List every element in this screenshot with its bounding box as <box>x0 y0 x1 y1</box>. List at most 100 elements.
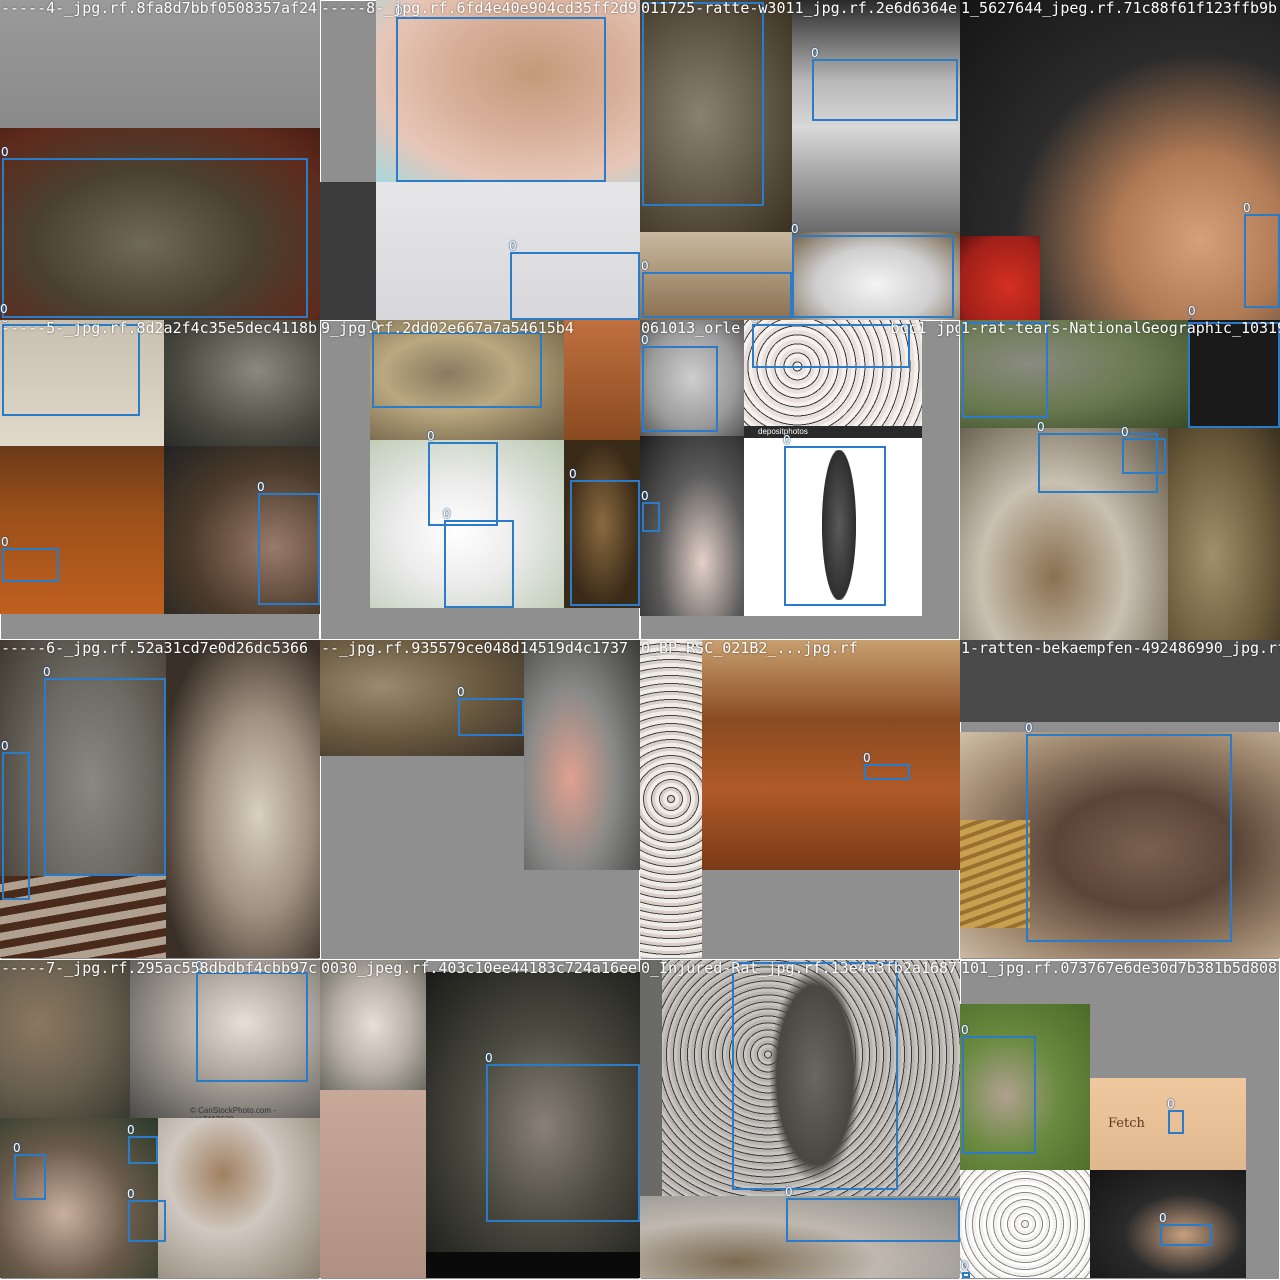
sand-photo <box>640 232 792 320</box>
bounding-box: 0 <box>641 0 764 206</box>
watermark-text: depositphotos <box>758 427 808 436</box>
tile-title: -----5-_jpg.rf.8d2a2f4c35e5dec4118b <box>1 320 318 337</box>
mouse-on-hand-photo <box>376 0 640 182</box>
bounding-box: 0 <box>371 320 542 408</box>
mosaic-tile: 0 0 1_5627644_jpeg.rf.71c88f61f123ffb9b <box>960 0 1280 320</box>
bounding-box: 0 <box>785 1186 960 1242</box>
bounding-box: 0 <box>0 302 8 318</box>
food-bowl-photo <box>0 960 130 1118</box>
tile-title: 1-rat-tears-NationalGeographic_10319 <box>961 320 1280 337</box>
bounding-box: 0 <box>1025 722 1232 942</box>
bounding-box: 0 <box>961 320 1048 418</box>
tile-title: 0_Injured-Rat_jpg.rf.13e4a3fb2a168770 <box>641 960 960 977</box>
mosaic-tile: 0 0 0 0 9_jpg.rf.2dd02e667a7a54615b4 <box>320 320 640 640</box>
tile-title: 1-ratten-bekaempfen-492486990_jpg.rf <box>961 640 1280 657</box>
mosaic-tile: 0 0 0_Injured-Rat_jpg.rf.13e4a3fb2a16877… <box>640 960 960 1280</box>
mosaic-tile: 0 0 0 0 1-rat-tears-NationalGeographic_1… <box>960 320 1280 640</box>
skin-photo <box>320 1090 426 1278</box>
bounding-box: 0 <box>641 334 718 432</box>
tile-title: -----7-_jpg.rf.295ac558dbdbf4cbb97c <box>1 960 318 977</box>
dark-photo <box>1188 320 1280 428</box>
wooden-box-photo <box>0 446 164 614</box>
speckled-mouse-photo <box>744 320 922 436</box>
bounding-box: 0 <box>791 223 954 318</box>
rat-figure <box>770 970 860 1180</box>
bounding-box: 0 <box>751 320 910 368</box>
bounding-box: 0 <box>485 1052 640 1222</box>
bounding-box: 0 <box>641 490 660 532</box>
tile-title: 9_jpg.rf.2dd02e667a7a54615b4 <box>321 320 574 337</box>
mosaic-tile: 0 0_BP_RSC_021B2_...jpg.rf <box>640 640 960 960</box>
bounding-box: 0 <box>1 146 308 318</box>
bounding-box: 0 <box>961 1260 970 1278</box>
bounding-box: 0 <box>509 240 640 320</box>
food-bowl-photo <box>640 1196 960 1278</box>
mouse-photo <box>426 972 640 1252</box>
bounding-box: 0 <box>1 740 30 900</box>
mosaic-tile: 0 1-ratten-bekaempfen-492486990_jpg.rf <box>960 640 1280 960</box>
black-bar <box>426 1252 640 1278</box>
grass-photo <box>960 320 1188 428</box>
mosaic-tile: 0 0030_jpeg.rf.403c10ee44183c724a16ee <box>320 960 640 1280</box>
bounding-box: 0 <box>569 468 640 606</box>
hand-photo <box>640 436 744 616</box>
tile-title: 1_5627644_jpeg.rf.71c88f61f123ffb9b <box>961 0 1278 17</box>
mouse-in-straw-photo <box>370 320 564 440</box>
padding-area <box>0 0 320 128</box>
bounding-box: 0 <box>1 536 59 582</box>
mouse-photo <box>164 446 320 614</box>
bounding-box: 0 <box>127 1124 158 1164</box>
ground-photo <box>1168 428 1280 640</box>
bounding-box: 0 <box>731 960 898 1190</box>
bounding-box: 0 <box>195 960 308 1082</box>
mosaic-tile: 0 0 0 0 011725-ratte-w3011_jpg.rf.2e6d63… <box>640 0 960 320</box>
rat-figure <box>822 450 856 600</box>
tile-title: -----8-_jpg.rf.6fd4e40e904cd35ff2d9 <box>321 0 638 17</box>
padding-area <box>960 640 1280 722</box>
bounding-box: 0 <box>1037 421 1158 493</box>
bounding-box: 0 <box>43 666 166 876</box>
bounding-box: 0 <box>1159 1212 1212 1246</box>
mosaic-tile: 0 --_jpg.rf.935579ce048d14519d4c1737 <box>320 640 640 960</box>
mosaic-tile: Fetch 0 0 0 0 101_jpg.rf.073767e6de30d7b… <box>960 960 1280 1280</box>
bounding-box: 0 <box>1 320 140 416</box>
mouse-photo <box>564 440 640 608</box>
mosaic-tile: 0 0 -----4-_jpg.rf.8fa8d7bbf0508357af24 <box>0 0 320 320</box>
white-rat-photo <box>792 232 960 320</box>
bounding-box: 0 <box>127 1188 166 1242</box>
rat-in-grass-photo <box>960 1004 1090 1170</box>
speckled-photo <box>640 640 702 958</box>
bounding-box: 0 <box>811 47 958 121</box>
tile-title: 0030_jpeg.rf.403c10ee44183c724a16ee <box>321 960 638 977</box>
tile-title: 101_jpg.rf.073767e6de30d7b381b5d808 <box>961 960 1278 977</box>
mosaic-tile: 0 0 0 -----5-_jpg.rf.8d2a2f4c35e5dec4118… <box>0 320 320 640</box>
rat-photo <box>0 128 320 320</box>
running-rat-photo <box>0 320 164 446</box>
food-bowl-photo <box>158 1118 320 1278</box>
bounding-box: 0 <box>443 508 514 608</box>
grate <box>0 876 166 958</box>
mouse-photo <box>640 320 744 436</box>
bounding-box: 0 <box>1121 426 1166 474</box>
bounding-box: 0 <box>1188 304 1196 320</box>
bounding-box: 0 <box>1243 202 1280 308</box>
bounding-box: 0 <box>395 5 606 182</box>
tile-title: --_jpg.rf.935579ce048d14519d4c1737 <box>321 640 629 657</box>
speckled-photo <box>960 1170 1090 1278</box>
bounding-box: 0 <box>863 752 910 780</box>
mosaic-tile: 0 0 -----6-_jpg.rf.52a31cd7e0d26dc5366 <box>0 640 320 960</box>
wood-photo <box>564 320 640 440</box>
wheel-photo <box>166 640 320 958</box>
bounding-box: 0 <box>783 434 886 606</box>
dark-photo <box>164 320 320 446</box>
bounding-box: 0 <box>257 481 320 605</box>
wooden-table-photo <box>702 640 960 870</box>
tile-title: -----4-_jpg.rf.8fa8d7bbf0508357af24 <box>1 0 318 17</box>
wheat <box>960 820 1030 928</box>
dark-photo <box>320 182 376 320</box>
rat-photo <box>640 0 792 232</box>
dark-strip <box>640 960 662 1196</box>
bounding-box: 0 <box>457 686 524 736</box>
